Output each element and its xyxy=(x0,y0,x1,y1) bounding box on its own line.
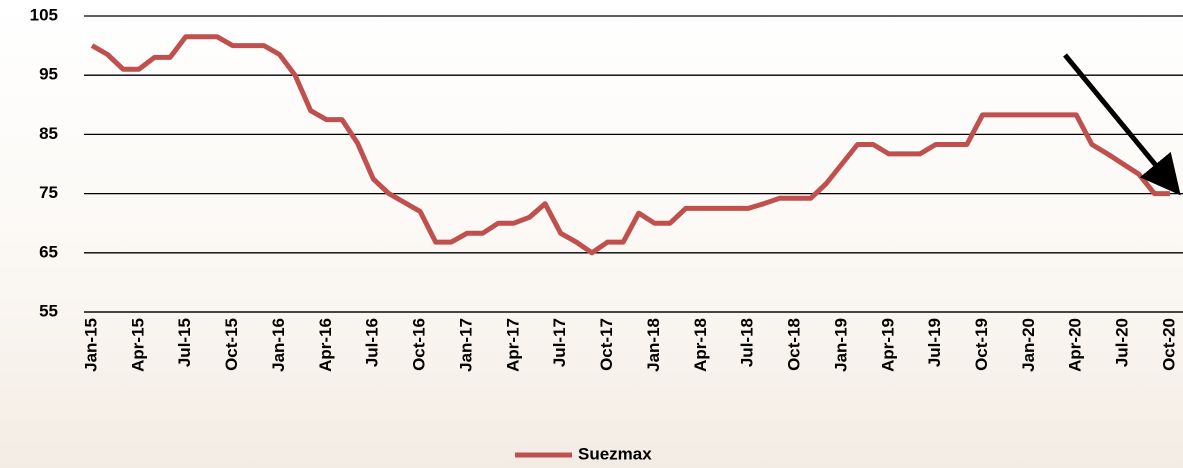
x-tick-label: Jul-20 xyxy=(1113,318,1132,367)
plot: 55 65 75 85 95 105 Jan-15 Apr-15 Jul-15 Oct-15 Jan… xyxy=(30,5,1183,463)
legend-item: Suezmax xyxy=(515,444,652,463)
x-tick-label: Apr-19 xyxy=(878,318,897,372)
x-tick-label: Oct-18 xyxy=(785,318,804,371)
x-tick-label: Apr-20 xyxy=(1066,318,1085,372)
chart: 55 65 75 85 95 105 Jan-15 Apr-15 Jul-15 Oct-15 Jan… xyxy=(0,0,1183,468)
x-tick-label: Jan-18 xyxy=(644,318,663,372)
x-tick-label: Oct-16 xyxy=(410,318,429,371)
y-tick-label: 75 xyxy=(39,183,58,202)
x-tick-label: Apr-16 xyxy=(316,318,335,372)
x-tick-label: Jul-16 xyxy=(363,318,382,367)
legend-label: Suezmax xyxy=(578,444,652,463)
x-tick-label: Apr-15 xyxy=(128,318,147,372)
x-tick-label: Jan-17 xyxy=(456,318,475,372)
x-tick-label: Apr-18 xyxy=(691,318,710,372)
y-tick-label: 85 xyxy=(39,124,58,143)
y-tick-label: 55 xyxy=(39,301,58,320)
x-tick-label: Oct-20 xyxy=(1159,318,1178,371)
x-tick-label: Jan-16 xyxy=(269,318,288,372)
y-tick-label: 95 xyxy=(39,65,58,84)
x-tick-label: Jul-19 xyxy=(925,318,944,367)
x-tick-label: Oct-19 xyxy=(972,318,991,371)
x-tick-label: Oct-17 xyxy=(597,318,616,371)
x-tick-label: Jan-20 xyxy=(1019,318,1038,372)
x-tick-label: Jan-19 xyxy=(831,318,850,372)
x-tick-label: Jul-15 xyxy=(175,318,194,367)
y-tick-label: 65 xyxy=(39,242,58,261)
y-tick-label: 105 xyxy=(30,5,58,24)
x-tick-label: Jul-17 xyxy=(550,318,569,367)
x-tick-label: Apr-17 xyxy=(503,318,522,372)
series-line xyxy=(92,37,1170,253)
x-tick-label: Jul-18 xyxy=(738,318,757,367)
x-tick-label: Oct-15 xyxy=(222,318,241,371)
x-tick-label: Jan-15 xyxy=(81,318,100,372)
